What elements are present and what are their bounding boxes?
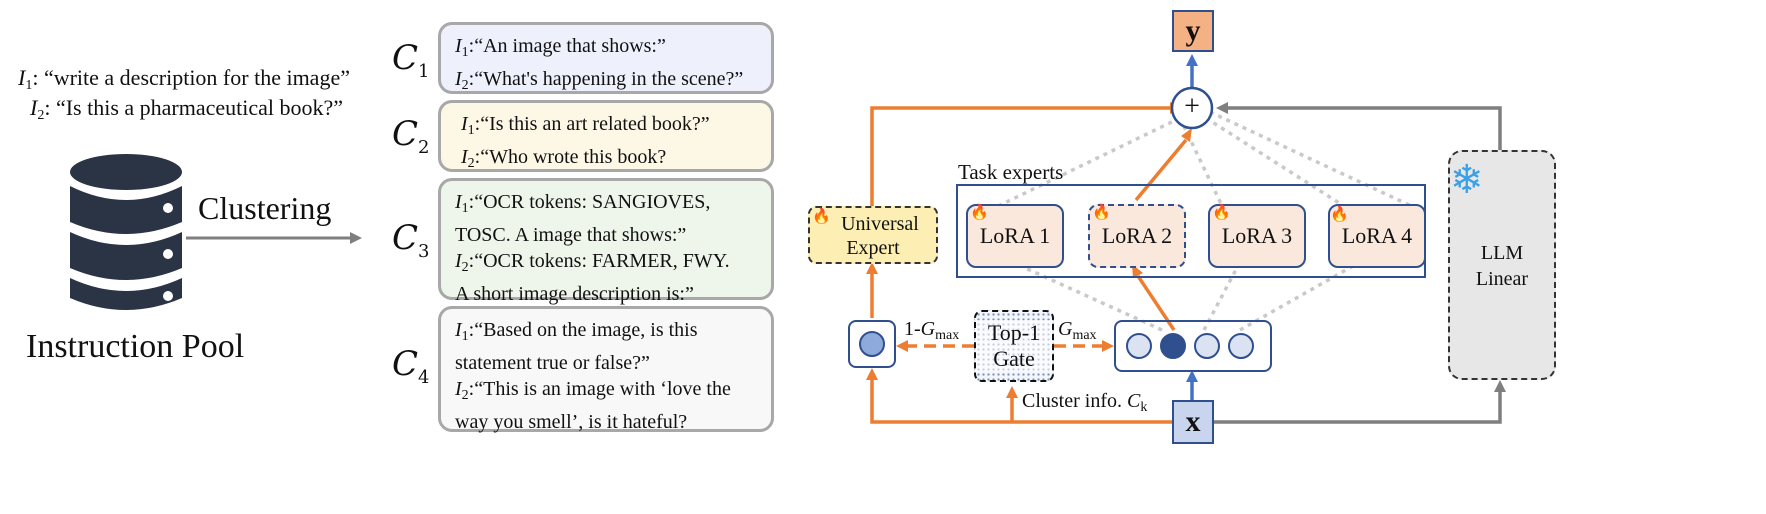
snowflake-icon: ❄ (1450, 157, 1484, 202)
universal-expert-line-1: Universal (841, 213, 919, 235)
label-gmax: Gmax (1058, 318, 1097, 343)
cluster-2-line-2: I2:“Who wrote this book? (461, 146, 667, 171)
llm-linear-line-1: LLM (1480, 242, 1524, 264)
plus-sign: + (1184, 91, 1200, 122)
instruction-1: I1: “write a description for the image” (18, 65, 350, 93)
label-one-minus-gmax: 1-Gmax (904, 318, 960, 343)
cluster-node-2 (1160, 333, 1186, 359)
fire-icon: 🔥 (1212, 205, 1231, 221)
cluster-box-2: I1:“Is this an art related book?” I2:“Wh… (438, 100, 774, 172)
cluster-label-4: C4 (392, 344, 430, 388)
cluster-node-4 (1228, 333, 1254, 359)
cluster-1-line-1: I1:“An image that shows:” (455, 35, 666, 60)
gate-line-1: Top-1 (976, 320, 1052, 346)
input-x: x (1172, 400, 1214, 444)
lora-3: LoRA 3 (1208, 204, 1306, 268)
database-icon (70, 154, 182, 310)
llm-linear (1448, 150, 1556, 380)
fire-icon: 🔥 (1092, 205, 1111, 221)
instruction-pool-label: Instruction Pool (26, 328, 245, 365)
fire-icon: 🔥 (970, 205, 989, 221)
cluster-3-line-1b: TOSC. A image that shows:” (455, 224, 687, 246)
universal-expert-line-2: Expert (846, 237, 900, 259)
weight-circle (859, 331, 885, 357)
cluster-info-label: Cluster info. Ck (1022, 390, 1148, 415)
fire-icon: 🔥 (812, 209, 831, 225)
cluster-4-line-2b: way you smell’, is it hateful? (455, 411, 688, 433)
cluster-node-1 (1126, 333, 1152, 359)
cluster-1-line-2: I2:“What's happening in the scene?” (455, 68, 744, 93)
cluster-3-line-2: I2:“OCR tokens: FARMER, FWY. (455, 250, 730, 275)
top1-gate: Top-1 Gate (974, 310, 1054, 382)
lora-4: LoRA 4 (1328, 204, 1426, 268)
output-y: y (1172, 10, 1214, 52)
cluster-node-3 (1194, 333, 1220, 359)
cluster-box-1: I1:“An image that shows:” I2:“What's hap… (438, 22, 774, 94)
cluster-label-2: C2 (392, 114, 430, 158)
cluster-label-1: C1 (392, 38, 430, 82)
gate-line-2: Gate (976, 346, 1052, 372)
cluster-4-line-1b: statement true or false?” (455, 352, 650, 374)
cluster-4-line-2: I2:“This is an image with ‘love the (455, 378, 731, 403)
cluster-embedding-nodes (1114, 320, 1272, 372)
lora-2: LoRA 2 (1088, 204, 1186, 268)
task-experts-label: Task experts (958, 160, 1064, 184)
cluster-box-4: I1:“Based on the image, is this statemen… (438, 306, 774, 433)
universal-weight-node (848, 320, 896, 368)
lora-1: LoRA 1 (966, 204, 1064, 268)
cluster-4-line-1: I1:“Based on the image, is this (455, 319, 698, 344)
fire-icon: 🔥 (1330, 207, 1349, 223)
cluster-box-3: I1:“OCR tokens: SANGIOVES, TOSC. A image… (438, 178, 774, 305)
llm-linear-line-2: Linear (1475, 268, 1529, 290)
instruction-2: I2: “Is this a pharmaceutical book?” (30, 95, 344, 123)
universal-expert: Universal Expert (808, 206, 938, 264)
clustering-label: Clustering (198, 190, 332, 226)
cluster-label-3: C3 (392, 218, 430, 262)
cluster-3-line-1: I1:“OCR tokens: SANGIOVES, (455, 191, 711, 216)
cluster-2-line-1: I1:“Is this an art related book?” (461, 113, 710, 138)
cluster-3-line-2b: A short image description is:” (455, 283, 694, 305)
